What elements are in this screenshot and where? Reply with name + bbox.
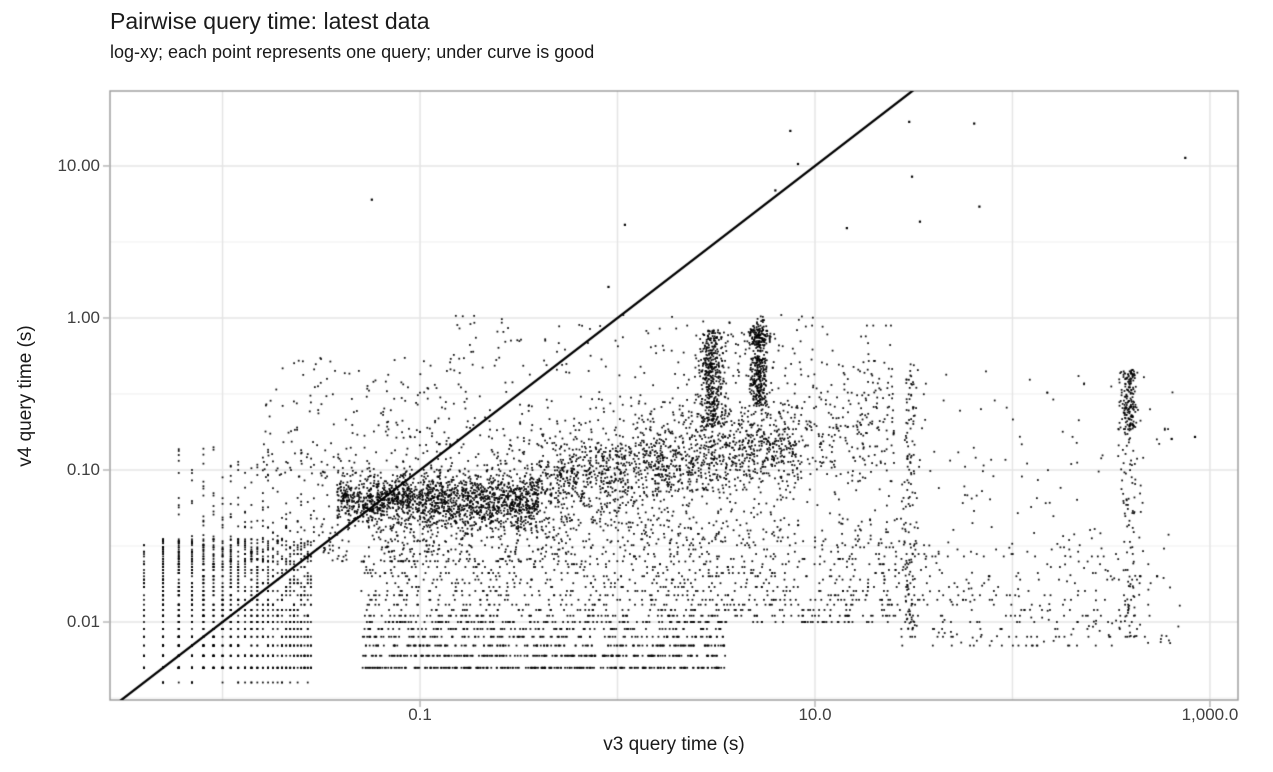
y-tick-label: 0.01 (66, 612, 100, 631)
y-tick-label: 10.00 (57, 155, 100, 175)
chart-subtitle: log-xy; each point represents one query;… (110, 42, 595, 62)
x-tick-label: 10.0 (798, 705, 832, 724)
y-tick-label: 1.00 (66, 307, 100, 327)
x-tick-label: 1,000.0 (1181, 705, 1239, 724)
x-axis-title: v3 query time (s) (603, 734, 745, 755)
chart-title: Pairwise query time: latest data (110, 8, 430, 34)
x-tick-label: 0.1 (408, 705, 432, 724)
y-axis-title: v4 query time (s) (15, 325, 36, 467)
y-tick-label: 0.10 (66, 459, 100, 479)
